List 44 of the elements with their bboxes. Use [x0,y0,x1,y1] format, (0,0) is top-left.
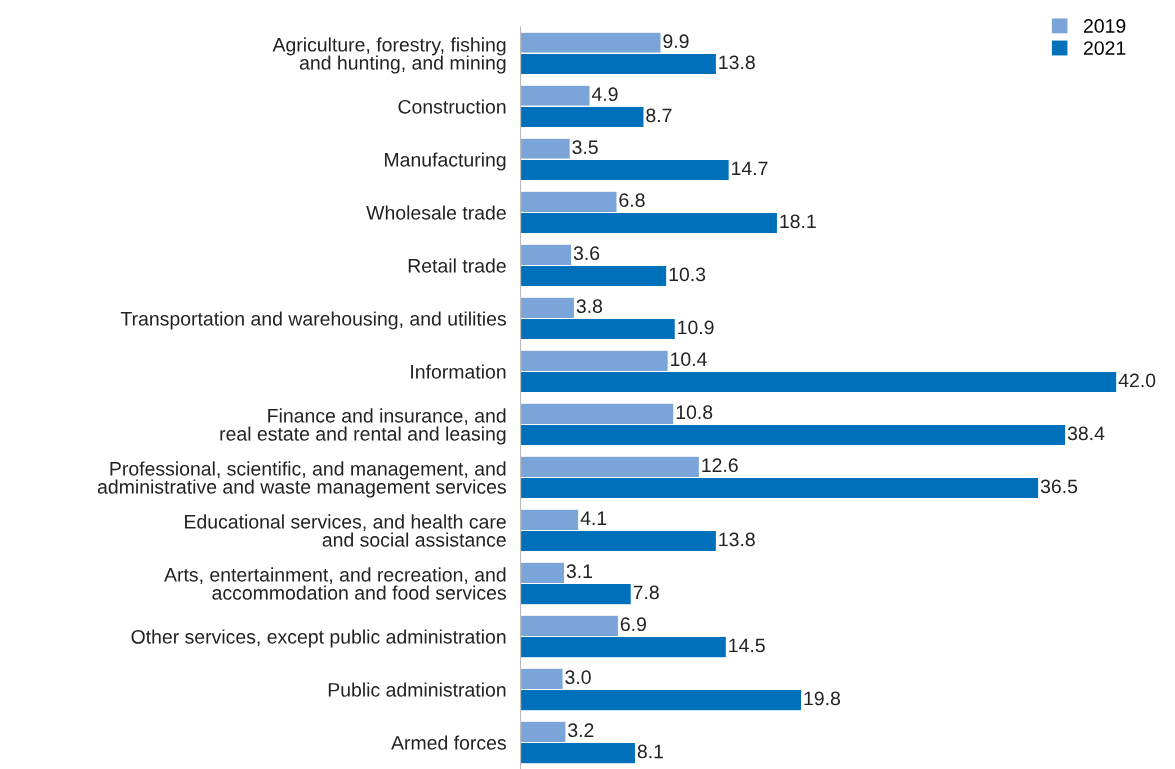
y-tick-label: Educational services, and health care and social assistance [185,514,506,547]
y-tick-label: Finance and insurance, and real estate and rental and leasing [220,408,506,445]
data-label: 9.9 [663,34,689,49]
data-label: 3.1 [566,564,593,579]
data-label: 3.5 [572,140,598,155]
y-tick-label: Construction [398,99,506,114]
data-label: 3.2 [568,723,594,738]
data-label: 10.9 [678,320,714,335]
y-tick-label: Transportation and warehousing, and utilities [120,311,506,330]
data-label: 8.7 [646,108,672,123]
y-tick-label: Public administration [328,682,506,697]
data-label: 12.6 [702,458,738,473]
data-label: 13.8 [719,532,755,547]
data-label: 4.9 [591,87,618,102]
data-label: 13.8 [719,55,755,70]
data-label: 36.5 [1040,479,1078,494]
data-label: 3.8 [576,299,603,314]
y-tick-label: Information [411,364,506,379]
y-tick-label: Professional, scientific, and management, and administrative and waste management services [97,461,506,498]
data-label: 6.8 [619,193,645,208]
y-tick-label: Wholesale trade [366,205,506,220]
data-label: 42.0 [1118,373,1156,388]
data-label: 14.7 [732,161,768,176]
data-label: 18.1 [780,214,816,229]
y-tick-label: Manufacturing [385,152,506,171]
y-tick-label: Retail trade [408,258,506,273]
legend-label: 2019 [1083,19,1126,33]
data-label: 10.3 [669,267,706,282]
data-label: 3.0 [565,670,591,685]
data-label: 3.6 [573,246,600,261]
data-label: 38.4 [1067,426,1105,441]
data-label: 6.9 [620,617,646,632]
data-label: 8.1 [637,744,663,759]
data-label: 14.5 [729,638,765,653]
y-tick-label: Arts, entertainment, and recreation, and accommodation and food services [164,567,506,600]
data-label: 7.8 [633,585,659,600]
y-tick-label: Agriculture, forestry, fishing and hunting, and mining [272,37,506,74]
data-label: 10.8 [676,405,713,420]
data-label: 4.1 [580,511,607,525]
data-label: 19.8 [804,691,841,706]
legend-label: 2021 [1083,41,1126,55]
y-tick-label: Other services, except public administration [131,629,506,648]
data-label: 10.4 [671,352,707,367]
y-tick-label: Armed forces [391,735,506,750]
